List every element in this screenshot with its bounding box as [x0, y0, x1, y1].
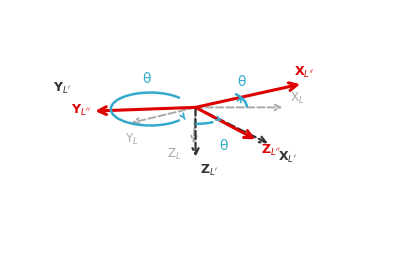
Text: X$_{L'}$: X$_{L'}$ [278, 149, 297, 164]
Text: Z$_{L''}$: Z$_{L''}$ [261, 142, 281, 157]
Text: θ: θ [142, 72, 150, 86]
Text: X$_{L}$: X$_{L}$ [290, 90, 305, 105]
Text: Z$_{L'}$: Z$_{L'}$ [200, 162, 218, 177]
Text: θ: θ [219, 138, 228, 152]
Text: Y$_{L}$: Y$_{L}$ [125, 131, 138, 146]
Text: θ: θ [237, 75, 246, 89]
Text: X$_{L''}$: X$_{L''}$ [294, 65, 314, 80]
Text: Y$_{L''}$: Y$_{L''}$ [71, 103, 91, 118]
Text: Y$_{L'}$: Y$_{L'}$ [53, 80, 71, 95]
Text: Z$_{L}$: Z$_{L}$ [167, 147, 182, 162]
